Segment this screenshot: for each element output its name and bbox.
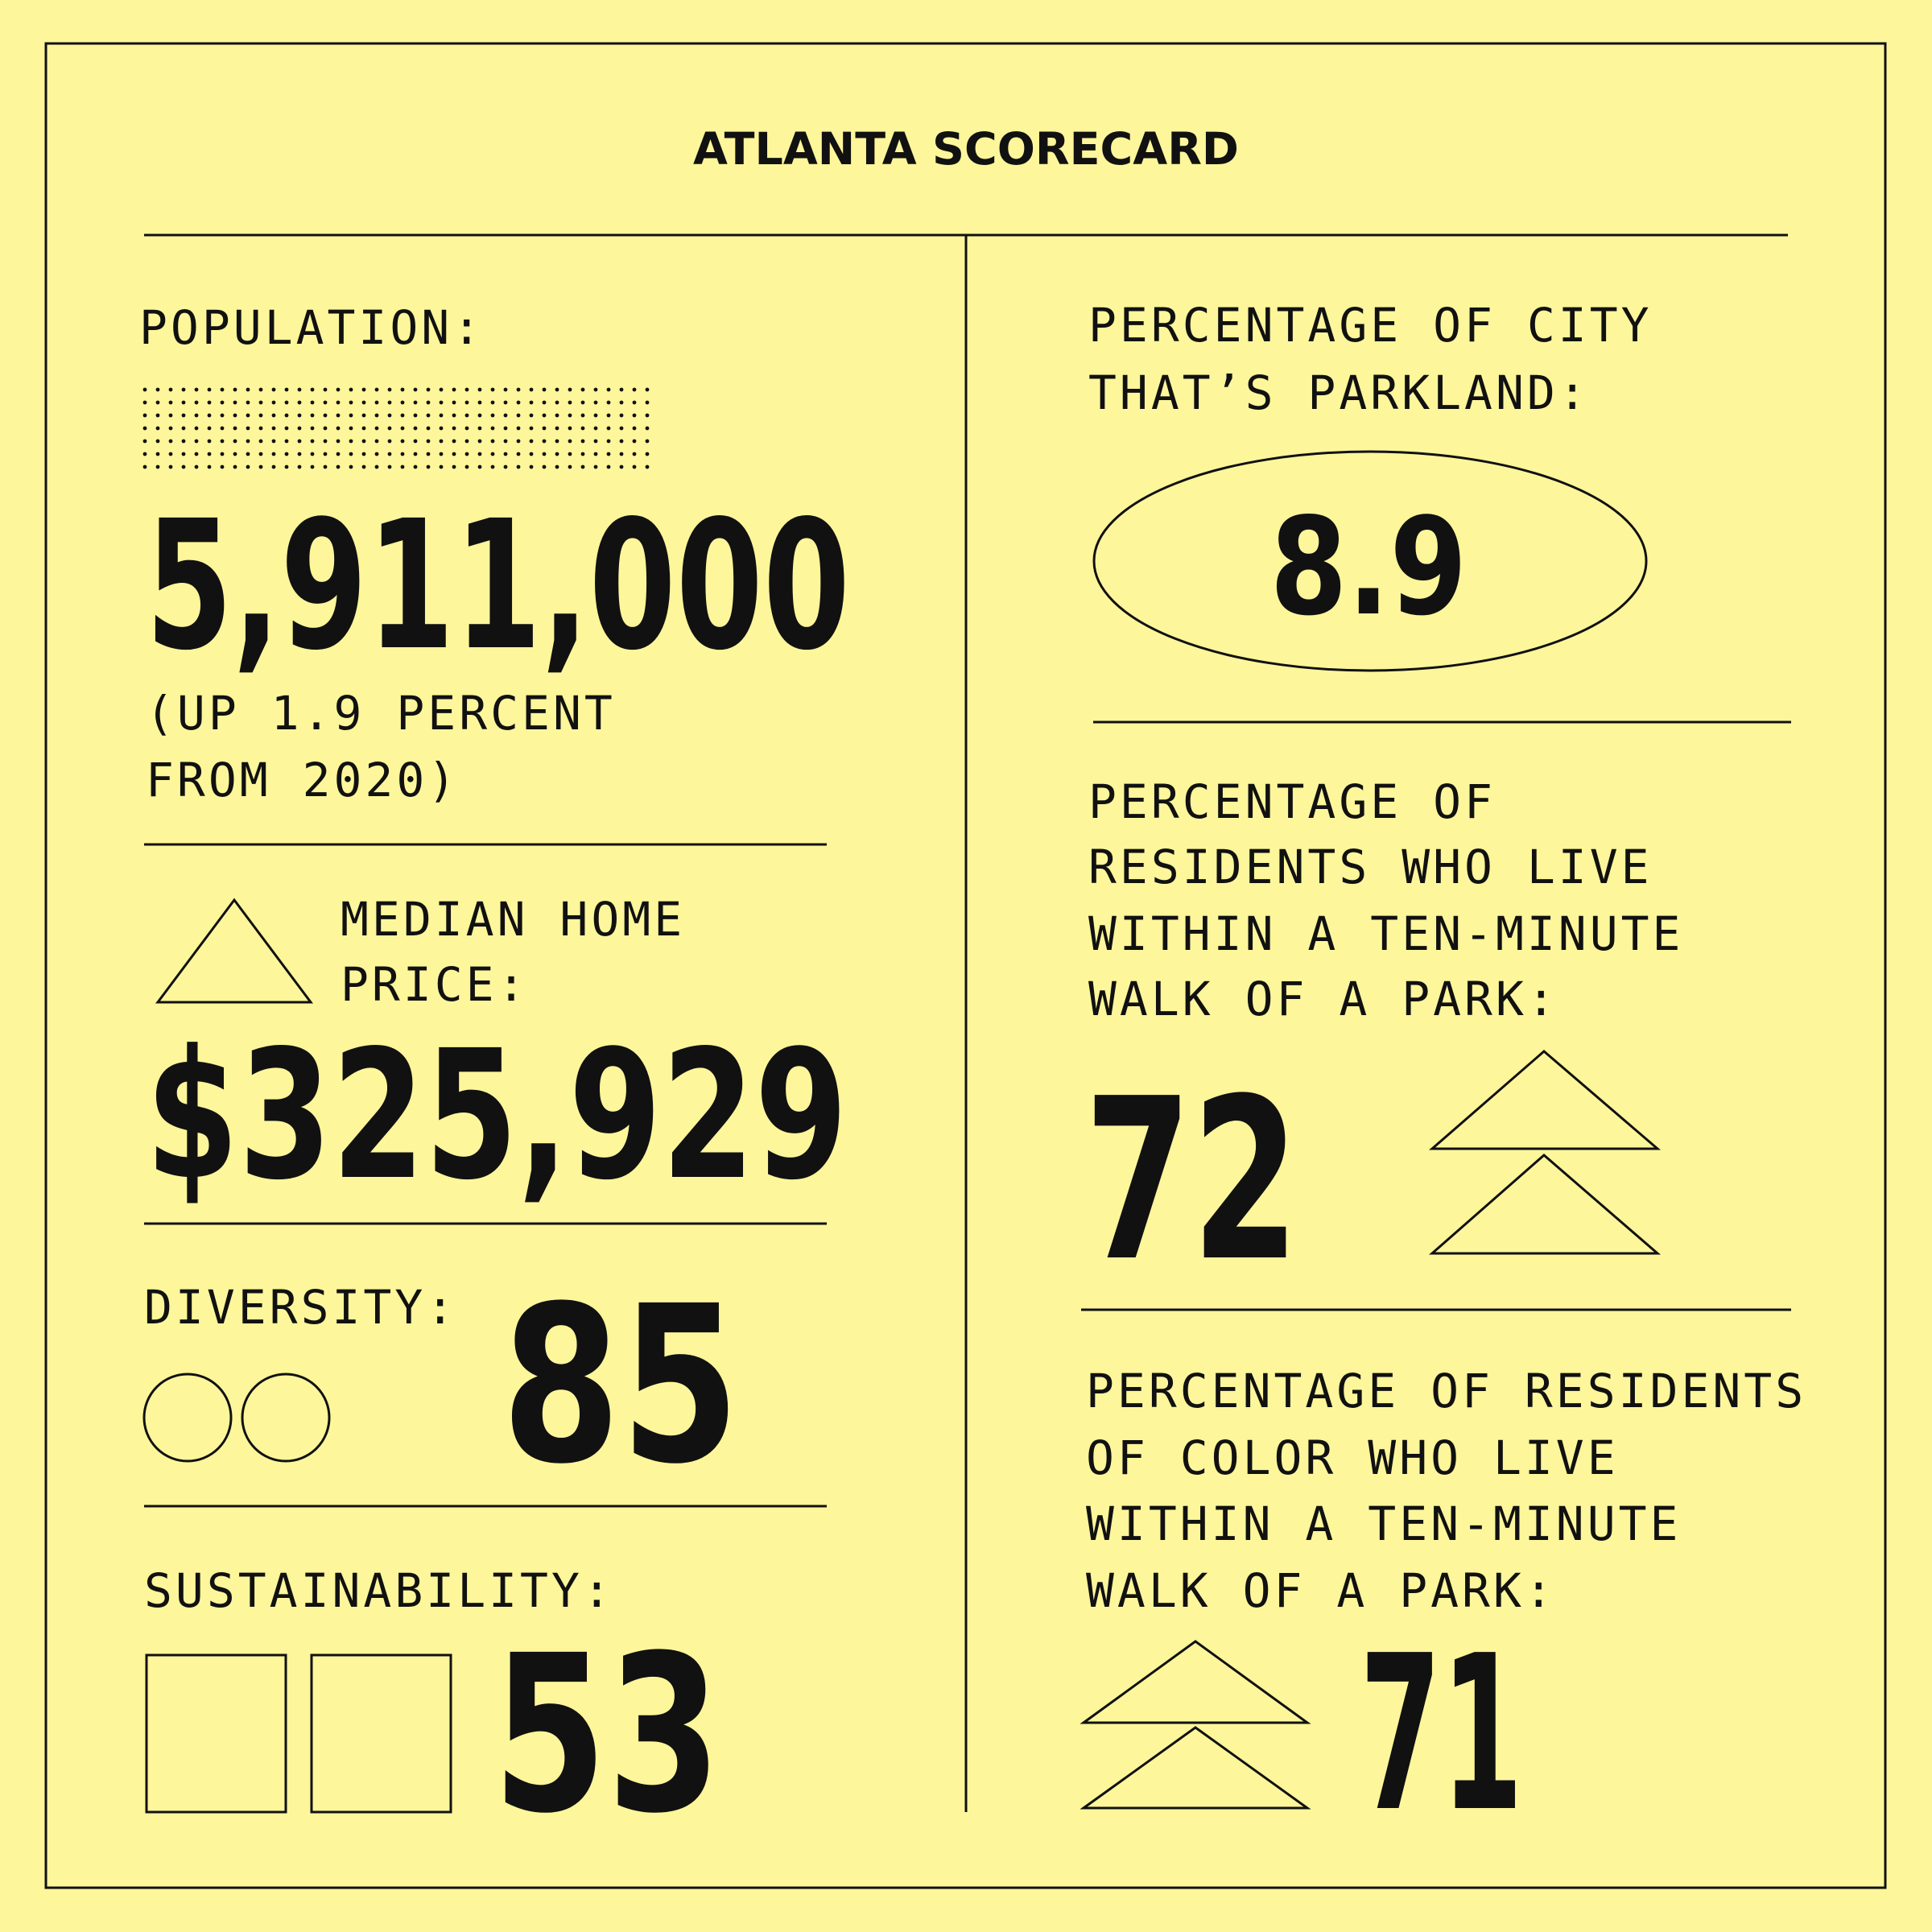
park-access-label: WALK OF A PARK: [1088, 972, 1558, 1026]
dot-pattern [142, 382, 657, 473]
triangle-icon [155, 898, 313, 1004]
park-access-color-label: WITHIN A TEN-MINUTE [1086, 1496, 1681, 1551]
circle-icon [142, 1373, 233, 1463]
sustainability-label: SUSTAINABILITY: [144, 1563, 614, 1618]
park-access-label: WITHIN A TEN-MINUTE [1088, 906, 1683, 961]
parkland-label: THAT’S PARKLAND: [1088, 365, 1590, 420]
home-price-label: MEDIAN HOME [341, 892, 685, 947]
park-access-color-label: OF COLOR WHO LIVE [1086, 1430, 1619, 1485]
frame [44, 42, 1887, 1889]
park-access-color-label: PERCENTAGE OF RESIDENTS [1086, 1364, 1806, 1418]
park-access-label: PERCENTAGE OF [1088, 774, 1496, 829]
park-access-label: RESIDENTS WHO LIVE [1088, 840, 1653, 894]
title: ATLANTA SCORECARD [693, 123, 1239, 175]
park-access-color-value: 71 [1360, 1609, 1523, 1859]
home-price-value: $325,929 [146, 1013, 848, 1220]
dotted-square-icon [310, 1653, 452, 1814]
parkland-value: 8.9 [1270, 489, 1468, 646]
population-value: 5,911,000 [146, 483, 850, 690]
park-access-color-label: WALK OF A PARK: [1086, 1563, 1556, 1618]
dotted-square-icon [145, 1653, 287, 1814]
population-note: FROM 2020) [146, 753, 459, 807]
parkland-label: PERCENTAGE OF CITY [1088, 298, 1653, 353]
park-access-value: 72 [1084, 1051, 1299, 1311]
sustainability-value: 53 [493, 1609, 721, 1861]
diversity-value: 85 [502, 1260, 740, 1512]
triangle-icon [1080, 1640, 1311, 1724]
diversity-label: DIVERSITY: [144, 1280, 457, 1335]
dotted-circle-icon [241, 1373, 331, 1463]
home-price-label: PRICE: [341, 957, 529, 1012]
ellipse-frame [1092, 450, 1648, 672]
population-note: (UP 1.9 PERCENT [146, 686, 616, 741]
triangle-icon [1429, 1154, 1662, 1255]
dotted-triangle-icon [1428, 1050, 1662, 1150]
dotted-triangle-icon [1080, 1726, 1311, 1810]
population-label: POPULATION: [139, 300, 484, 355]
